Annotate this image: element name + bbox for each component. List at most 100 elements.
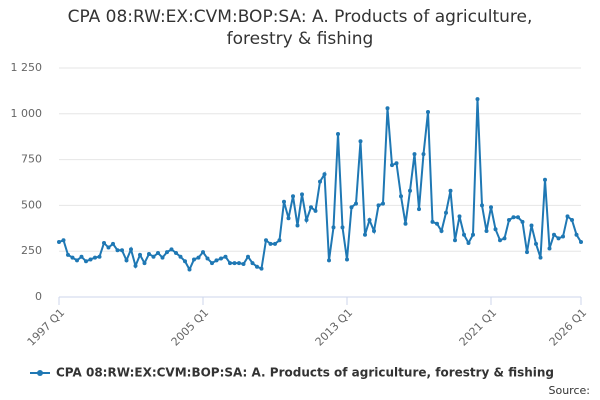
data-point [129,247,133,252]
y-tick-label: 500 [21,198,42,211]
data-point [111,241,115,246]
data-point [435,221,439,226]
data-point [547,246,552,251]
data-point [246,254,250,259]
data-point [93,255,97,260]
data-point [273,241,277,246]
data-point [385,106,390,111]
data-point [210,261,214,266]
data-point [192,257,196,262]
data-point [336,131,340,136]
legend-marker [37,370,43,376]
data-point [565,214,570,219]
data-point [124,258,129,263]
data-point [156,251,160,256]
data-point [291,194,295,199]
data-point [322,172,327,177]
data-point [219,256,223,261]
data-point [151,254,156,259]
data-point [79,254,84,259]
data-point [556,236,561,241]
source: Source: [549,384,591,397]
data-point [525,250,529,255]
data-point [160,255,165,260]
data-point [372,229,376,234]
data-point [412,152,417,157]
data-point [448,188,453,193]
data-point [241,262,246,267]
data-point [142,261,147,266]
data-point [421,152,426,157]
data-point [340,225,345,230]
data-point [250,261,255,266]
data-point [426,109,430,114]
data-point [178,254,183,259]
data-point [237,261,241,266]
y-tick-label: 1 000 [11,107,43,120]
data-point [520,219,525,224]
data-point [444,210,448,215]
y-tick-label: 250 [21,244,42,257]
data-point [84,259,88,264]
data-point [115,248,120,253]
data-point [201,250,205,255]
data-point [183,259,187,264]
data-point [399,194,403,199]
data-point [277,238,282,243]
data-point [102,240,106,245]
data-point [511,215,516,220]
x-tick-label: 2013 Q1 [313,306,356,349]
data-point [295,223,300,228]
data-point [543,177,547,182]
data-point [480,203,484,208]
data-point [282,199,286,204]
data-point [408,188,412,193]
x-tick-label: 2005 Q1 [169,306,212,349]
y-tick-label: 0 [35,290,42,303]
data-point [228,261,232,266]
data-point [286,216,291,221]
data-point [232,261,237,266]
data-point [196,255,201,260]
data-point [489,205,493,210]
data-point [223,254,228,259]
data-point [327,258,331,263]
data-point [417,207,421,212]
data-point [61,238,66,243]
data-point [376,203,381,208]
data-point [70,255,75,260]
data-point [574,232,579,237]
data-point [259,266,264,271]
data-point [304,218,309,223]
data-point [309,205,313,210]
series-line [58,99,582,272]
data-point [264,238,268,243]
legend-label: CPA 08:RW:EX:CVM:BOP:SA: A. Products of … [56,366,554,380]
data-point [561,234,565,239]
data-point [174,251,178,256]
data-point [570,218,574,223]
data-point [354,201,358,206]
data-point [381,201,385,206]
data-point [507,218,511,223]
data-point [255,264,259,269]
data-point [138,252,142,257]
data-point [403,221,408,226]
data-point [358,139,363,144]
data-point [502,236,507,241]
data-point [133,263,138,268]
data-point [493,227,498,232]
data-point [120,248,124,253]
y-tick-label: 1 250 [11,61,43,74]
data-point [538,255,543,260]
chart-title: CPA 08:RW:EX:CVM:BOP:SA: A. Products of … [67,7,533,49]
x-tick-label: 2021 Q1 [457,306,500,349]
data-point [205,256,210,261]
data-point [88,257,93,262]
data-point [165,250,169,255]
data-point [453,238,457,243]
data-point [471,232,475,237]
data-point [331,225,336,230]
